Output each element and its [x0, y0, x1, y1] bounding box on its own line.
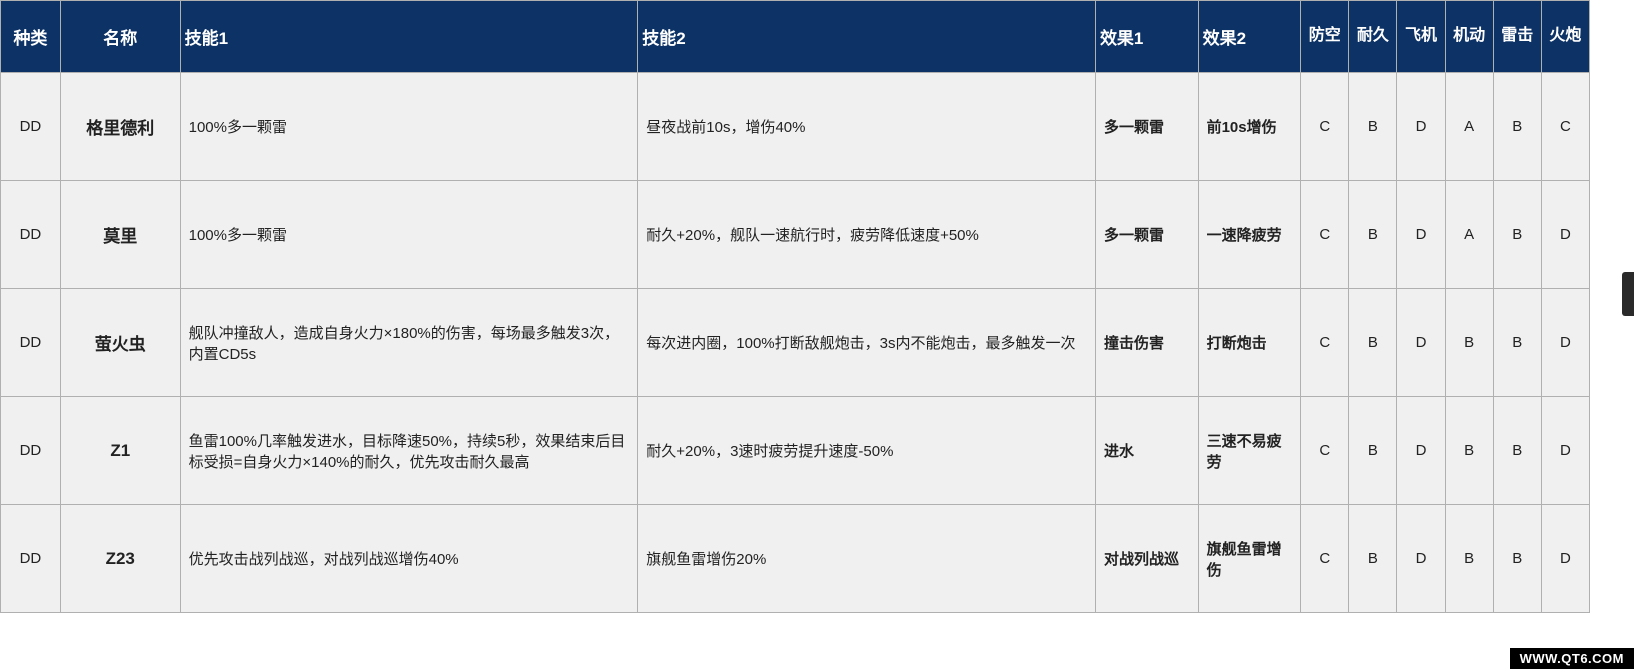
cell-stat: B: [1349, 505, 1397, 613]
cell-stat: B: [1493, 73, 1541, 181]
cell-stat: D: [1397, 181, 1445, 289]
table-row: DD Z23 优先攻击战列战巡，对战列战巡增伤40% 旗舰鱼雷增伤20% 对战列…: [1, 505, 1590, 613]
cell-skill2: 旗舰鱼雷增伤20%: [638, 505, 1096, 613]
table-body: DD 格里德利 100%多一颗雷 昼夜战前10s，增伤40% 多一颗雷 前10s…: [1, 73, 1590, 613]
side-tab-handle[interactable]: [1622, 272, 1634, 316]
cell-stat: B: [1349, 397, 1397, 505]
cell-effect1: 撞击伤害: [1095, 289, 1198, 397]
cell-name: Z1: [60, 397, 180, 505]
cell-name: 萤火虫: [60, 289, 180, 397]
cell-stat: B: [1493, 505, 1541, 613]
cell-effect1: 多一颗雷: [1095, 73, 1198, 181]
cell-type: DD: [1, 289, 61, 397]
cell-stat: B: [1493, 289, 1541, 397]
cell-stat: B: [1349, 181, 1397, 289]
header-name: 名称: [60, 1, 180, 73]
cell-name: 格里德利: [60, 73, 180, 181]
cell-effect2: 旗舰鱼雷增伤: [1198, 505, 1301, 613]
cell-stat: B: [1349, 73, 1397, 181]
cell-effect2: 一速降疲劳: [1198, 181, 1301, 289]
watermark-label: WWW.QT6.COM: [1510, 648, 1634, 669]
cell-stat: D: [1541, 181, 1589, 289]
cell-stat: B: [1445, 289, 1493, 397]
cell-stat: D: [1397, 289, 1445, 397]
cell-stat: B: [1445, 397, 1493, 505]
cell-skill2: 每次进内圈，100%打断敌舰炮击，3s内不能炮击，最多触发一次: [638, 289, 1096, 397]
header-type: 种类: [1, 1, 61, 73]
cell-stat: B: [1349, 289, 1397, 397]
header-skill2: 技能2: [638, 1, 1096, 73]
header-stat-gun: 火炮: [1541, 1, 1589, 73]
cell-stat: A: [1445, 73, 1493, 181]
header-stat-hp: 耐久: [1349, 1, 1397, 73]
cell-stat: B: [1493, 397, 1541, 505]
ship-data-table: 种类 名称 技能1 技能2 效果1 效果2 防空 耐久 飞机 机动 雷击 火炮 …: [0, 0, 1590, 613]
cell-stat: D: [1397, 397, 1445, 505]
cell-skill1: 100%多一颗雷: [180, 181, 638, 289]
cell-stat: C: [1301, 181, 1349, 289]
header-stat-mob: 机动: [1445, 1, 1493, 73]
table-row: DD 萤火虫 舰队冲撞敌人，造成自身火力×180%的伤害，每场最多触发3次，内置…: [1, 289, 1590, 397]
header-stat-torp: 雷击: [1493, 1, 1541, 73]
cell-effect2: 三速不易疲劳: [1198, 397, 1301, 505]
cell-skill2: 耐久+20%，舰队一速航行时，疲劳降低速度+50%: [638, 181, 1096, 289]
cell-effect1: 进水: [1095, 397, 1198, 505]
cell-stat: C: [1301, 73, 1349, 181]
cell-name: 莫里: [60, 181, 180, 289]
cell-skill2: 昼夜战前10s，增伤40%: [638, 73, 1096, 181]
table-header-row: 种类 名称 技能1 技能2 效果1 效果2 防空 耐久 飞机 机动 雷击 火炮: [1, 1, 1590, 73]
cell-effect2: 前10s增伤: [1198, 73, 1301, 181]
cell-skill1: 100%多一颗雷: [180, 73, 638, 181]
cell-type: DD: [1, 397, 61, 505]
cell-stat: C: [1541, 73, 1589, 181]
cell-stat: D: [1541, 505, 1589, 613]
cell-stat: D: [1541, 289, 1589, 397]
cell-name: Z23: [60, 505, 180, 613]
cell-stat: C: [1301, 505, 1349, 613]
cell-skill1: 舰队冲撞敌人，造成自身火力×180%的伤害，每场最多触发3次，内置CD5s: [180, 289, 638, 397]
table-row: DD 莫里 100%多一颗雷 耐久+20%，舰队一速航行时，疲劳降低速度+50%…: [1, 181, 1590, 289]
cell-type: DD: [1, 505, 61, 613]
cell-stat: C: [1301, 397, 1349, 505]
table-row: DD 格里德利 100%多一颗雷 昼夜战前10s，增伤40% 多一颗雷 前10s…: [1, 73, 1590, 181]
cell-type: DD: [1, 73, 61, 181]
cell-skill1: 鱼雷100%几率触发进水，目标降速50%，持续5秒，效果结束后目标受损=自身火力…: [180, 397, 638, 505]
cell-effect2: 打断炮击: [1198, 289, 1301, 397]
header-skill1: 技能1: [180, 1, 638, 73]
cell-effect1: 多一颗雷: [1095, 181, 1198, 289]
header-effect1: 效果1: [1095, 1, 1198, 73]
cell-stat: A: [1445, 181, 1493, 289]
cell-skill2: 耐久+20%，3速时疲劳提升速度-50%: [638, 397, 1096, 505]
header-stat-aa: 防空: [1301, 1, 1349, 73]
cell-stat: C: [1301, 289, 1349, 397]
cell-stat: D: [1397, 505, 1445, 613]
cell-stat: B: [1493, 181, 1541, 289]
cell-type: DD: [1, 181, 61, 289]
header-stat-air: 飞机: [1397, 1, 1445, 73]
cell-stat: D: [1541, 397, 1589, 505]
cell-stat: B: [1445, 505, 1493, 613]
header-effect2: 效果2: [1198, 1, 1301, 73]
cell-effect1: 对战列战巡: [1095, 505, 1198, 613]
table-row: DD Z1 鱼雷100%几率触发进水，目标降速50%，持续5秒，效果结束后目标受…: [1, 397, 1590, 505]
cell-stat: D: [1397, 73, 1445, 181]
cell-skill1: 优先攻击战列战巡，对战列战巡增伤40%: [180, 505, 638, 613]
